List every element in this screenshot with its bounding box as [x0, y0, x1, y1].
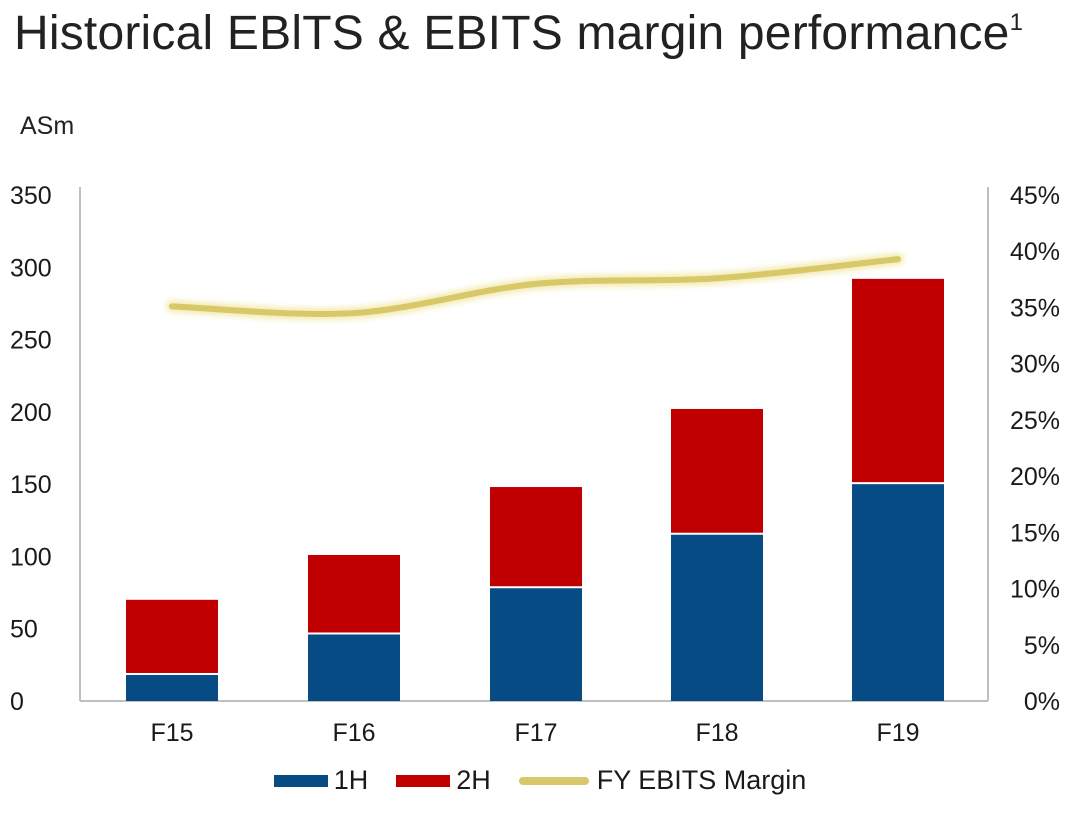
legend-label: FY EBITS Margin — [596, 765, 807, 795]
bar-2h-f18 — [671, 408, 763, 533]
legend-swatch — [273, 774, 328, 787]
x-tick-label: F16 — [332, 719, 375, 747]
bar-2h-f16 — [308, 554, 400, 633]
bar-1h-f17 — [490, 588, 582, 701]
y2-tick-label: 30% — [1010, 351, 1060, 379]
y2-tick-label: 10% — [1010, 576, 1060, 604]
y2-tick-label: 25% — [1010, 407, 1060, 435]
margin-line — [166, 253, 904, 320]
y-tick-label: 200 — [10, 399, 52, 427]
y-tick-label: 250 — [10, 327, 52, 355]
chart-title: Historical EBlTS & EBITS margin performa… — [14, 6, 1023, 61]
legend-item-1h: 1H — [273, 765, 369, 796]
y-tick-label: 0 — [10, 688, 24, 716]
y2-tick-label: 15% — [1010, 519, 1060, 547]
y-tick-label: 100 — [10, 543, 52, 571]
legend-label: 1H — [333, 765, 369, 795]
y-tick-label: 300 — [10, 254, 52, 282]
legend-label: 2H — [456, 765, 491, 795]
y2-tick-label: 5% — [1024, 632, 1060, 660]
bar-1h-f19 — [852, 484, 944, 701]
y2-tick-label: 40% — [1010, 238, 1060, 266]
bar-1h-f15 — [126, 674, 218, 701]
bar-2h-f17 — [490, 487, 582, 587]
x-tick-label: F17 — [514, 719, 557, 747]
title-footnote-marker: 1 — [1009, 9, 1024, 36]
y2-tick-label: 45% — [1010, 182, 1060, 210]
bars — [126, 278, 944, 701]
y2-tick-label: 0% — [1024, 688, 1060, 716]
bar-1h-f16 — [308, 634, 400, 701]
legend-swatch — [518, 776, 589, 785]
legend: 1H 2H FY EBITS Margin — [0, 765, 1080, 796]
tick-labels: 0 50 100 150 200 250 300 350 0% 5% 10% 15% 20% 25% 30%… — [10, 182, 1060, 747]
bar-2h-f19 — [852, 278, 944, 483]
y-tick-label: 350 — [10, 182, 52, 210]
bar-2h-f15 — [126, 599, 218, 673]
y2-tick-label: 20% — [1010, 463, 1060, 491]
legend-swatch — [396, 774, 451, 787]
bar-1h-f18 — [671, 534, 763, 701]
x-tick-label: F15 — [150, 719, 193, 747]
y2-tick-label: 35% — [1010, 294, 1060, 322]
legend-item-2h: 2H — [396, 765, 491, 796]
chart-title-text: Historical EBlTS & EBITS margin performa… — [14, 7, 1010, 60]
y-tick-label: 150 — [10, 471, 52, 499]
stacked-bar-line-chart: 0 50 100 150 200 250 300 350 0% 5% 10% 15% 20% 25% 30%… — [10, 182, 1060, 747]
y-axis-unit-label: ASm — [20, 112, 75, 140]
x-tick-label: F19 — [876, 719, 919, 747]
y-tick-label: 50 — [10, 616, 38, 644]
x-tick-label: F18 — [695, 719, 738, 747]
legend-item-fy-ebits-margin: FY EBITS Margin — [518, 765, 807, 796]
